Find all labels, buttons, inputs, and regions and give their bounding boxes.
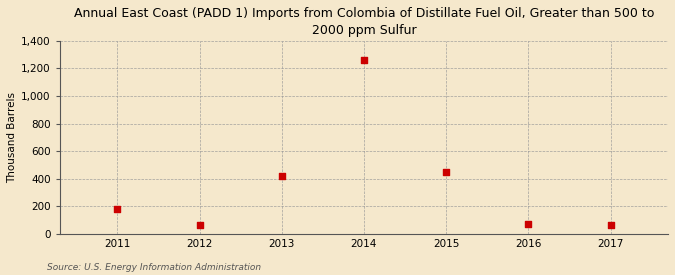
Title: Annual East Coast (PADD 1) Imports from Colombia of Distillate Fuel Oil, Greater: Annual East Coast (PADD 1) Imports from … <box>74 7 654 37</box>
Point <box>358 58 369 62</box>
Point <box>523 222 534 227</box>
Text: Source: U.S. Energy Information Administration: Source: U.S. Energy Information Administ… <box>47 263 261 272</box>
Point <box>112 207 123 211</box>
Y-axis label: Thousand Barrels: Thousand Barrels <box>7 92 17 183</box>
Point <box>276 174 287 178</box>
Point <box>605 222 616 227</box>
Point <box>194 223 205 227</box>
Point <box>441 170 452 174</box>
